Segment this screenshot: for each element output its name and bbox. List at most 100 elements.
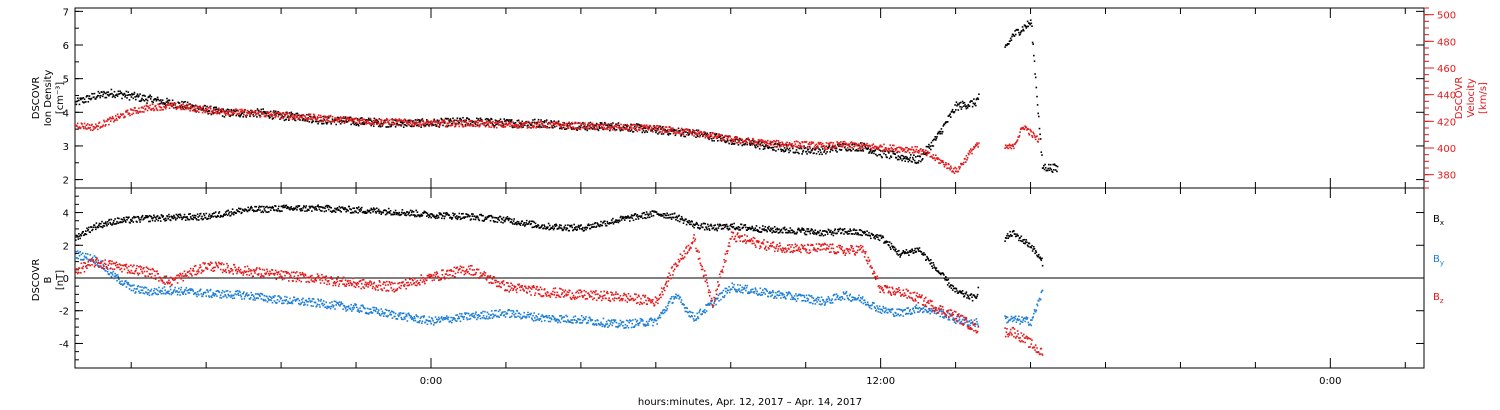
data-point-by — [637, 324, 640, 327]
data-point-ion-density — [118, 92, 121, 95]
data-point-by — [615, 321, 618, 324]
data-point-by — [658, 316, 660, 318]
data-point-ion-density — [798, 152, 800, 155]
data-point-velocity — [670, 127, 673, 130]
data-point-bz — [233, 264, 236, 266]
data-point-ion-density — [287, 116, 289, 118]
data-point-ion-density — [962, 102, 965, 104]
data-point-velocity — [422, 123, 424, 125]
data-point-velocity — [729, 136, 732, 138]
data-point-by — [128, 283, 130, 286]
data-point-velocity — [148, 107, 151, 109]
data-point-velocity — [425, 121, 427, 124]
data-point-velocity — [505, 121, 507, 123]
data-point-ion-density — [904, 160, 906, 162]
data-point-by — [897, 313, 900, 315]
data-point-velocity — [186, 106, 189, 108]
data-point-by — [402, 318, 404, 321]
data-point-velocity — [463, 121, 466, 123]
data-point-ion-density — [696, 134, 698, 136]
data-point-by — [421, 320, 424, 323]
data-point-velocity — [181, 104, 183, 106]
data-point-velocity — [840, 141, 842, 143]
top-panel-frame — [74, 7, 1425, 189]
data-point-ion-density — [394, 119, 396, 121]
data-point-by — [79, 251, 81, 253]
data-point-velocity — [473, 122, 476, 124]
data-point-velocity — [931, 157, 934, 160]
data-point-by — [172, 291, 174, 293]
data-point-by — [870, 307, 873, 310]
data-point-by — [775, 297, 778, 299]
data-point-ion-density — [632, 130, 635, 133]
data-point-velocity — [109, 116, 111, 119]
data-point-ion-density — [289, 114, 292, 117]
data-point-velocity — [692, 129, 694, 131]
data-point-velocity — [116, 113, 119, 116]
data-point-by — [614, 319, 617, 321]
data-point-velocity — [813, 147, 815, 150]
data-point-by — [790, 298, 792, 301]
data-point-ion-density — [566, 123, 569, 126]
data-point-velocity — [441, 119, 444, 122]
data-point-bz — [213, 266, 215, 269]
data-point-velocity — [901, 147, 903, 150]
data-point-by — [627, 326, 630, 329]
data-point-velocity — [634, 124, 637, 126]
data-point-velocity — [183, 105, 185, 108]
data-point-velocity — [218, 112, 221, 114]
data-point-by — [753, 292, 755, 294]
data-point-ion-density — [706, 132, 708, 135]
data-point-velocity — [891, 148, 893, 150]
data-point-by — [1029, 319, 1032, 321]
data-point-by — [316, 303, 319, 306]
data-point-by — [683, 307, 686, 309]
data-point-ion-density — [91, 93, 94, 95]
data-point-velocity — [626, 123, 629, 126]
data-point-velocity — [169, 103, 172, 106]
data-point-by — [479, 315, 481, 317]
data-point-by — [305, 299, 308, 302]
data-point-ion-density — [916, 161, 918, 164]
data-point-ion-density — [460, 119, 462, 121]
data-point-ion-density — [666, 130, 668, 132]
data-point-ion-density — [301, 114, 303, 117]
data-point-ion-density — [857, 150, 860, 152]
data-point-velocity — [254, 114, 257, 116]
data-point-ion-density — [1038, 127, 1041, 130]
data-point-bz — [118, 263, 121, 265]
data-point-ion-density — [495, 123, 497, 126]
data-point-by — [961, 318, 964, 321]
data-point-by — [750, 289, 752, 291]
data-point-velocity — [584, 124, 587, 126]
data-point-ion-density — [941, 132, 943, 135]
data-point-bz — [91, 264, 93, 266]
data-point-velocity — [529, 122, 531, 124]
data-point-by — [373, 306, 376, 309]
data-point-by — [1005, 316, 1008, 318]
data-point-by — [334, 308, 336, 310]
data-point-by — [656, 323, 658, 325]
data-point-velocity — [1009, 146, 1011, 149]
data-point-by — [807, 299, 809, 302]
data-point-by — [896, 308, 898, 311]
data-point-by — [917, 307, 920, 310]
data-point-by — [1024, 317, 1027, 320]
data-point-by — [1041, 289, 1044, 292]
data-point-ion-density — [919, 155, 921, 158]
data-point-ion-density — [835, 149, 837, 152]
data-point-velocity — [954, 166, 956, 169]
data-point-velocity — [482, 122, 485, 124]
data-point-by — [823, 301, 825, 303]
data-point-by — [762, 289, 764, 291]
data-point-ion-density — [667, 134, 670, 136]
data-point-velocity — [380, 121, 382, 123]
data-point-by — [619, 325, 621, 327]
data-point-ion-density — [674, 134, 677, 137]
data-point-by — [371, 311, 374, 314]
data-point-by — [830, 302, 832, 304]
data-point-ion-density — [189, 103, 191, 105]
data-point-by — [592, 323, 594, 326]
data-point-by — [370, 311, 372, 313]
data-point-velocity — [186, 103, 188, 106]
